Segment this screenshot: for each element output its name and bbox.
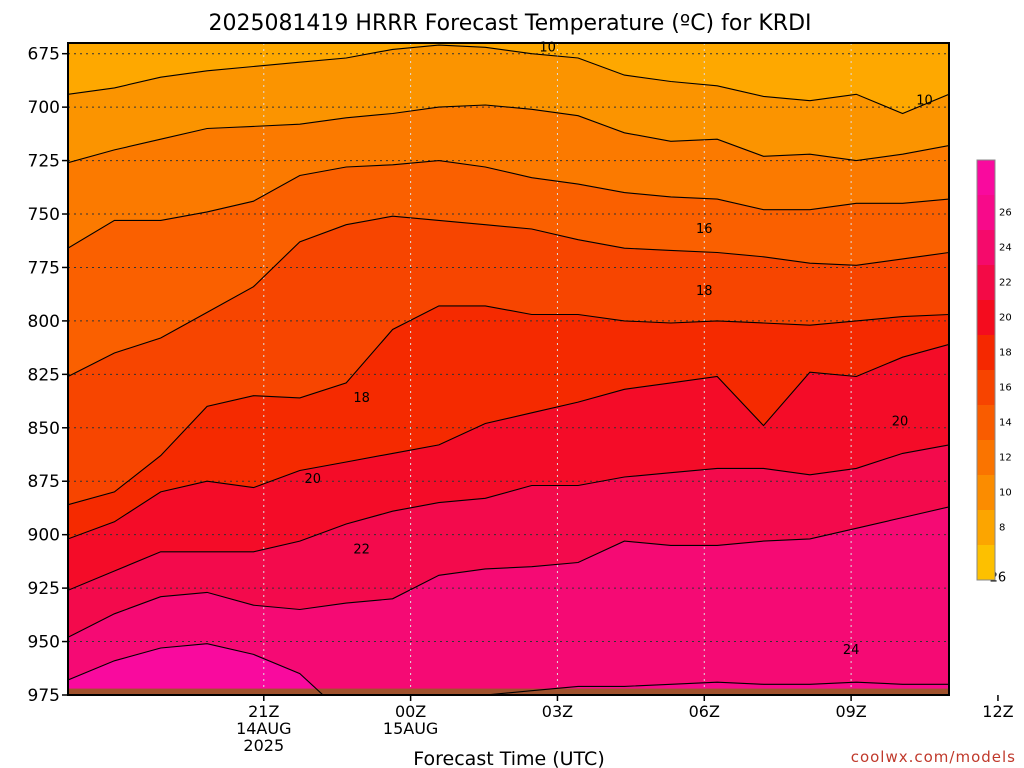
isotherm-12 <box>68 104 949 164</box>
y-tick-label: 775 <box>28 258 60 278</box>
x-axis-label: Forecast Time (UTC) <box>413 748 604 768</box>
isotherm-label: 20 <box>892 414 909 429</box>
y-tick-label: 875 <box>28 472 60 492</box>
colorbar-swatch <box>977 475 995 510</box>
colorbar-swatch <box>977 440 995 475</box>
isotherm-label: 10 <box>916 94 933 109</box>
plot-frame <box>67 42 950 696</box>
colorbar-label: 22 <box>999 278 1012 289</box>
colorbar-swatch <box>977 300 995 335</box>
y-tick-label: 800 <box>28 312 60 332</box>
band-above-24 <box>68 506 949 695</box>
colorbar-label: 8 <box>999 523 1005 534</box>
isotherm-24 <box>68 506 949 638</box>
x-tick-label: 15AUG <box>383 719 438 738</box>
isotherm-24 <box>483 681 949 695</box>
colorbar-label: 14 <box>999 418 1012 429</box>
colorbar-swatch <box>977 160 995 195</box>
band-26-left <box>68 643 949 695</box>
colorbar-label: 10 <box>999 488 1012 499</box>
y-tick-label: 725 <box>28 152 60 172</box>
colorbar-swatch <box>977 545 995 580</box>
y-tick-label: 750 <box>28 205 60 225</box>
isotherm-20 <box>68 343 949 540</box>
isotherm-22 <box>68 444 949 591</box>
chart-title: 2025081419 HRRR Forecast Temperature (ºC… <box>208 11 811 36</box>
colorbar-label: 16 <box>999 383 1012 394</box>
colorbar-label: 26 <box>999 208 1012 219</box>
x-tick-label: 14AUG <box>236 719 291 738</box>
credit-text: coolwx.com/models <box>851 748 1016 766</box>
x-tick-label: 00Z <box>395 702 426 721</box>
colorbar-swatch <box>977 265 995 300</box>
isotherm-label: 16 <box>696 222 713 237</box>
colorbar-frame <box>976 159 996 581</box>
colorbar-label: 20 <box>999 313 1012 324</box>
ground-surface <box>68 688 949 695</box>
y-tick-label: 675 <box>28 45 60 65</box>
isotherm-lines <box>68 44 949 695</box>
x-tick-label: 09Z <box>835 702 866 721</box>
y-tick-label: 950 <box>28 633 60 653</box>
isotherm-label: 18 <box>696 284 713 299</box>
colorbar-swatch <box>977 230 995 265</box>
colorbar-swatch <box>977 405 995 440</box>
pressure-axis: 675 700 725 750 775 800 825 850 875 900 925 950 975 <box>28 45 68 706</box>
colorbar-swatch <box>977 195 995 230</box>
x-tick-label: 06Z <box>689 702 720 721</box>
y-tick-label: 925 <box>28 579 60 599</box>
grid-lines <box>68 43 949 695</box>
colorbar-swatch <box>977 510 995 545</box>
isotherm-18 <box>68 305 949 506</box>
ground-bar <box>68 688 949 695</box>
colorbar-swatch <box>977 335 995 370</box>
colorbar-label: 18 <box>999 348 1012 359</box>
x-tick-label: 03Z <box>542 702 573 721</box>
y-tick-label: 825 <box>28 365 60 385</box>
x-tick-label: 12Z <box>982 702 1013 721</box>
isotherm-label: 10 <box>539 40 556 55</box>
isotherm-16 <box>68 215 949 377</box>
temperature-fill-bands <box>68 43 949 695</box>
isotherm-14 <box>68 160 949 249</box>
x-tick-label: 21Z <box>248 702 279 721</box>
y-tick-label: 975 <box>28 686 60 706</box>
isotherm-label: 24 <box>843 643 860 658</box>
x-tick-label: 2025 <box>243 736 284 755</box>
isotherm-10 <box>68 44 949 115</box>
y-tick-label: 900 <box>28 526 60 546</box>
isotherm-label: 22 <box>353 543 370 558</box>
isotherm-label: 18 <box>353 391 370 406</box>
colorbar-swatch <box>977 370 995 405</box>
colorbar-label: 24 <box>999 243 1012 254</box>
isotherm-26 <box>68 643 324 695</box>
y-tick-label: 700 <box>28 98 60 118</box>
isotherm-label: 20 <box>304 472 321 487</box>
colorbar: 8 10 12 14 16 18 20 22 24 26 <box>976 159 1012 581</box>
y-tick-label: 850 <box>28 419 60 439</box>
colorbar-label: 12 <box>999 453 1012 464</box>
